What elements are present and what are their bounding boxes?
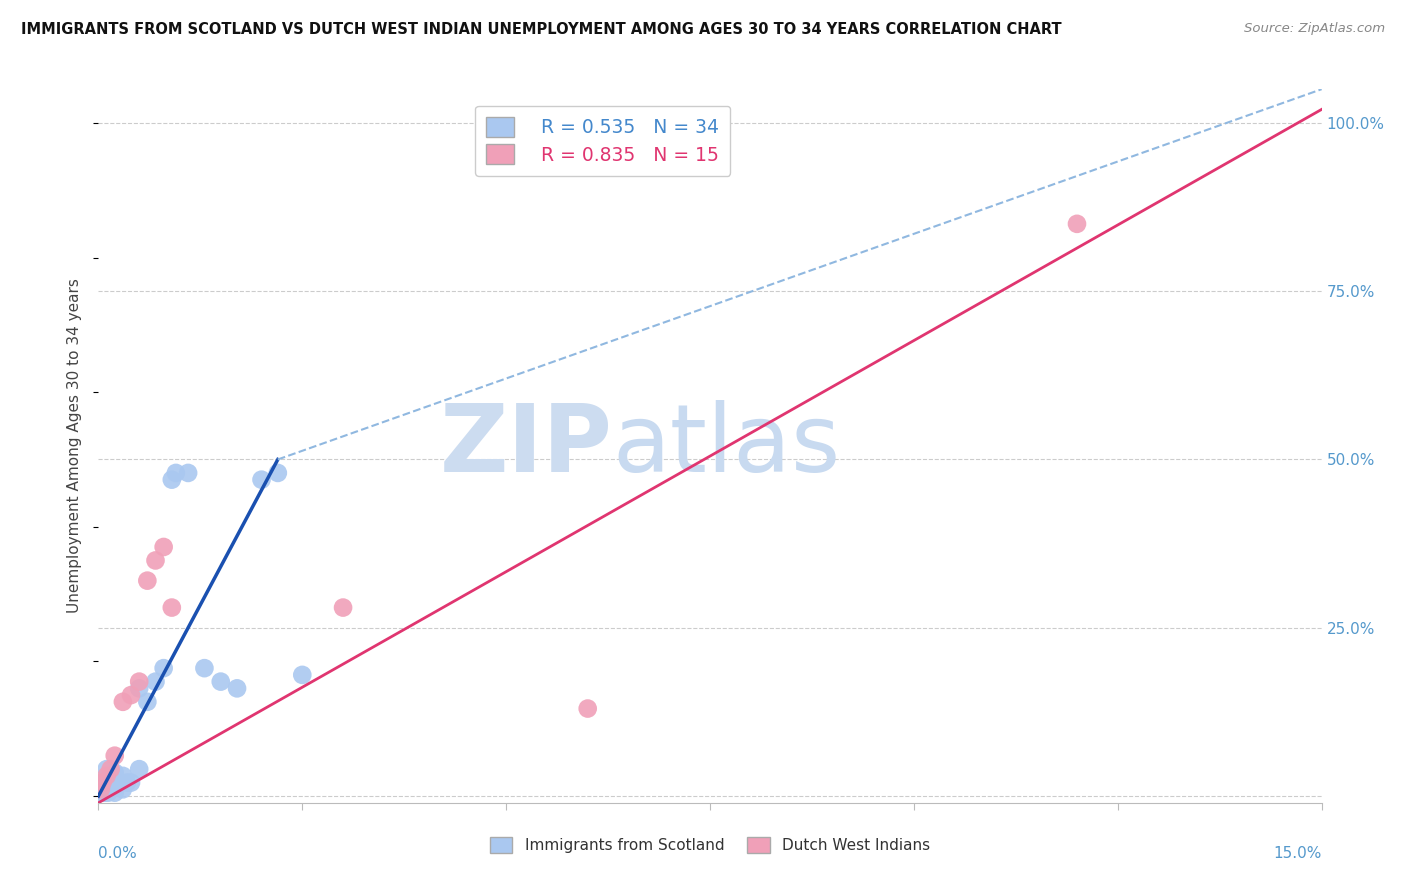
Point bbox=[100, 762, 122, 776]
Text: 15.0%: 15.0% bbox=[1274, 846, 1322, 861]
Point bbox=[91, 775, 114, 789]
Y-axis label: Unemployment Among Ages 30 to 34 years: Unemployment Among Ages 30 to 34 years bbox=[67, 278, 83, 614]
Point bbox=[111, 782, 134, 797]
Point bbox=[128, 762, 150, 776]
Text: 0.0%: 0.0% bbox=[98, 846, 138, 861]
Point bbox=[120, 688, 142, 702]
Point bbox=[91, 775, 114, 789]
Point bbox=[1066, 217, 1088, 231]
Point bbox=[152, 661, 174, 675]
Point bbox=[100, 782, 122, 797]
Point bbox=[226, 681, 249, 696]
Point bbox=[160, 473, 183, 487]
Point bbox=[111, 695, 134, 709]
Point bbox=[111, 769, 134, 783]
Point bbox=[136, 695, 159, 709]
Point bbox=[104, 775, 127, 789]
Point bbox=[96, 762, 118, 776]
Point bbox=[90, 786, 112, 800]
Point bbox=[160, 600, 183, 615]
Legend: Immigrants from Scotland, Dutch West Indians: Immigrants from Scotland, Dutch West Ind… bbox=[484, 831, 936, 859]
Text: atlas: atlas bbox=[612, 400, 841, 492]
Point bbox=[145, 674, 167, 689]
Point bbox=[250, 473, 273, 487]
Point bbox=[91, 786, 114, 800]
Point bbox=[90, 782, 112, 797]
Text: Source: ZipAtlas.com: Source: ZipAtlas.com bbox=[1244, 22, 1385, 36]
Text: IMMIGRANTS FROM SCOTLAND VS DUTCH WEST INDIAN UNEMPLOYMENT AMONG AGES 30 TO 34 Y: IMMIGRANTS FROM SCOTLAND VS DUTCH WEST I… bbox=[21, 22, 1062, 37]
Point bbox=[94, 786, 117, 800]
Point bbox=[104, 786, 127, 800]
Point bbox=[291, 668, 314, 682]
Point bbox=[90, 782, 112, 797]
Point bbox=[96, 769, 118, 783]
Point bbox=[267, 466, 290, 480]
Text: ZIP: ZIP bbox=[439, 400, 612, 492]
Point bbox=[128, 674, 150, 689]
Point bbox=[209, 674, 232, 689]
Point bbox=[96, 775, 118, 789]
Point bbox=[576, 701, 599, 715]
Point bbox=[128, 681, 150, 696]
Point bbox=[136, 574, 159, 588]
Point bbox=[100, 769, 122, 783]
Point bbox=[165, 466, 187, 480]
Point bbox=[97, 786, 120, 800]
Point bbox=[193, 661, 215, 675]
Point bbox=[115, 775, 138, 789]
Point bbox=[104, 748, 127, 763]
Point bbox=[177, 466, 200, 480]
Point bbox=[108, 775, 131, 789]
Point bbox=[332, 600, 354, 615]
Point bbox=[120, 775, 142, 789]
Point bbox=[89, 786, 111, 800]
Point bbox=[152, 540, 174, 554]
Point bbox=[145, 553, 167, 567]
Point bbox=[93, 782, 115, 797]
Point bbox=[104, 765, 127, 780]
